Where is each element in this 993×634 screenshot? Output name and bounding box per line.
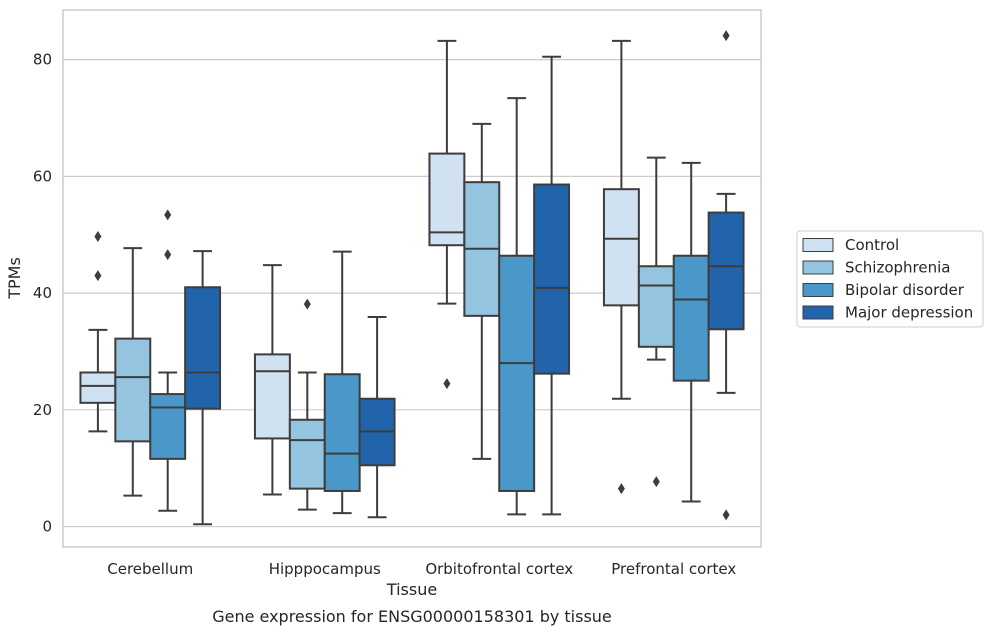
box-major-depression-1 bbox=[358, 316, 396, 519]
x-axis-label: Tissue bbox=[386, 580, 437, 599]
box-control-1 bbox=[253, 264, 291, 496]
box-control-2 bbox=[428, 39, 466, 390]
legend-frame bbox=[796, 230, 984, 328]
box-major-depression-0 bbox=[184, 250, 222, 526]
legend-label: Control bbox=[845, 236, 899, 254]
legend-swatch bbox=[802, 283, 834, 297]
iqr-box bbox=[498, 254, 536, 492]
y-tick-label: 40 bbox=[33, 284, 52, 302]
legend-label: Major depression bbox=[845, 304, 973, 322]
x-axis-ticks: Cerebellum Hipppocampus Orbitofrontal cort… bbox=[107, 560, 736, 578]
iqr-box bbox=[707, 211, 745, 331]
x-tick-label: Cerebellum bbox=[107, 560, 193, 578]
chart-caption: Gene expression for ENSG00000158301 by t… bbox=[212, 607, 612, 626]
box-bipolar-disorder-2 bbox=[498, 97, 536, 516]
box-major-depression-3 bbox=[707, 30, 745, 521]
legend-label: Schizophrenia bbox=[845, 259, 950, 277]
x-tick-label: Prefrontal cortex bbox=[611, 560, 736, 578]
legend-swatch bbox=[802, 260, 834, 275]
box-schizophrenia-2 bbox=[463, 122, 501, 460]
iqr-box bbox=[253, 353, 291, 440]
box-control-0 bbox=[79, 230, 117, 433]
iqr-box bbox=[149, 393, 187, 460]
iqr-box bbox=[184, 286, 222, 410]
y-axis-label: TPMs bbox=[5, 257, 24, 300]
outlier-point bbox=[164, 249, 172, 261]
y-axis-ticks: 0 20 40 60 80 bbox=[33, 51, 52, 536]
iqr-box bbox=[114, 337, 152, 443]
y-tick-label: 60 bbox=[33, 167, 52, 185]
plot-area-frame bbox=[62, 9, 762, 548]
legend: Control Schizophrenia Bipolar disorder Majo… bbox=[796, 230, 984, 328]
legend-swatch bbox=[802, 305, 834, 320]
box-schizophrenia-0 bbox=[114, 247, 152, 497]
outlier-point bbox=[94, 270, 102, 282]
outlier-point bbox=[722, 30, 730, 42]
box-schizophrenia-3 bbox=[637, 156, 675, 488]
iqr-box bbox=[602, 188, 640, 307]
iqr-box bbox=[323, 373, 361, 492]
iqr-box bbox=[672, 254, 710, 382]
outlier-point bbox=[722, 509, 730, 521]
legend-label: Bipolar disorder bbox=[845, 281, 965, 299]
outlier-point bbox=[303, 298, 311, 310]
iqr-box bbox=[533, 183, 571, 375]
y-tick-label: 0 bbox=[42, 518, 52, 536]
box-marks bbox=[79, 30, 745, 526]
iqr-box bbox=[428, 152, 466, 247]
x-tick-label: Orbitofrontal cortex bbox=[425, 560, 573, 578]
x-tick-label: Hipppocampus bbox=[269, 560, 381, 578]
y-tick-label: 20 bbox=[33, 401, 52, 419]
y-tick-label: 80 bbox=[33, 51, 52, 69]
outlier-point bbox=[652, 476, 660, 488]
box-major-depression-2 bbox=[533, 55, 571, 516]
iqr-box bbox=[288, 418, 326, 490]
box-bipolar-disorder-1 bbox=[323, 250, 361, 515]
outlier-point bbox=[94, 230, 102, 242]
iqr-box bbox=[637, 265, 675, 348]
box-control-3 bbox=[602, 39, 640, 495]
legend-swatch bbox=[802, 238, 834, 252]
outlier-point bbox=[164, 209, 172, 221]
box-bipolar-disorder-0 bbox=[149, 209, 187, 512]
iqr-box bbox=[79, 371, 117, 404]
outlier-point bbox=[617, 483, 625, 495]
outlier-point bbox=[443, 378, 451, 390]
